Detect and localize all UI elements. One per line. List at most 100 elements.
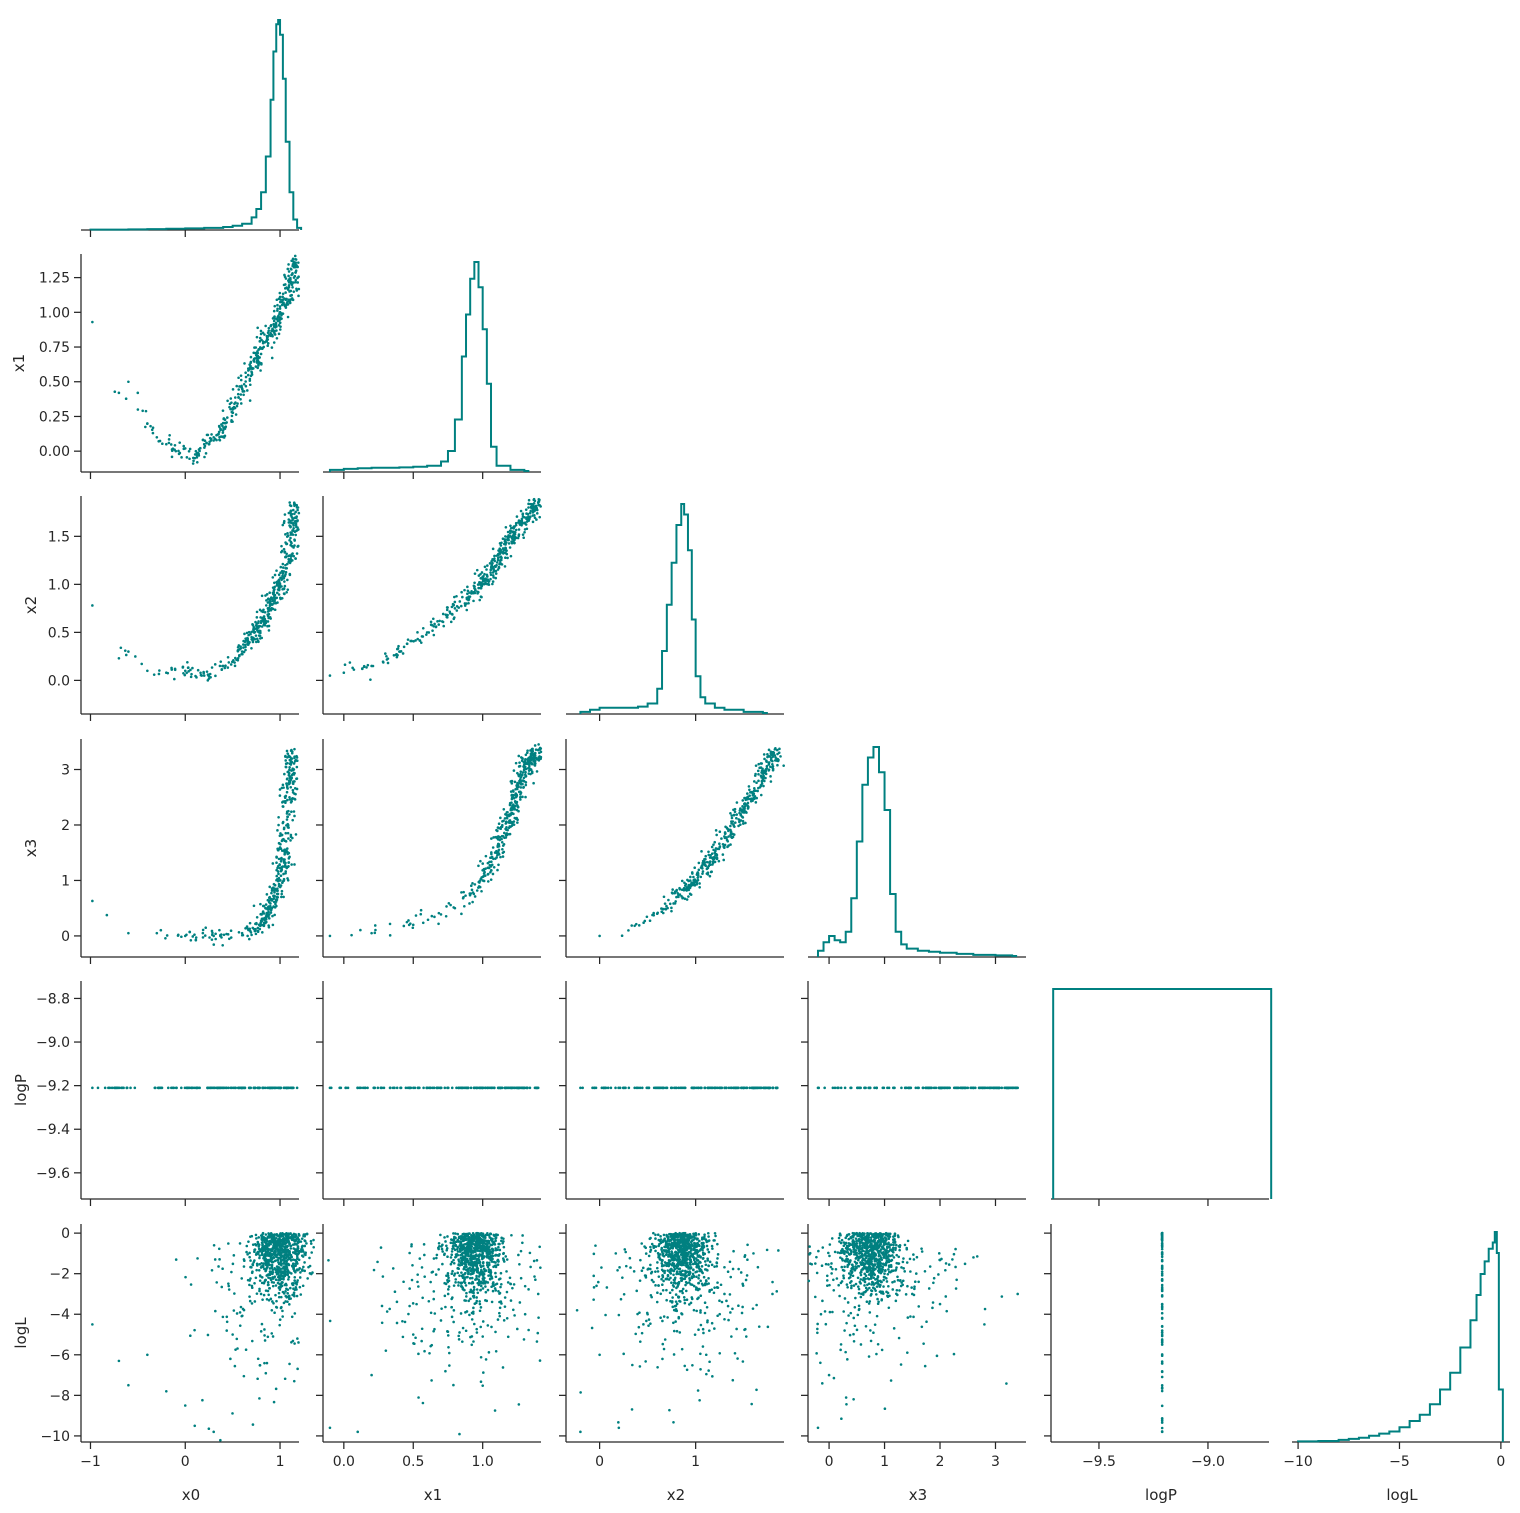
scatter-point <box>453 607 457 610</box>
scatter-point <box>497 822 501 826</box>
scatter-point <box>136 391 140 395</box>
scatter-point <box>412 1086 415 1090</box>
scatter-point <box>199 671 202 675</box>
scatter-point <box>277 848 280 852</box>
scatter-point <box>527 502 530 506</box>
scatter-point <box>270 1249 274 1253</box>
y-tick-label: −6 <box>49 1348 70 1364</box>
scatter-point <box>219 427 222 431</box>
scatter-point <box>694 879 697 882</box>
scatter-point <box>598 934 601 938</box>
scatter-point <box>467 598 471 601</box>
scatter-point <box>269 607 273 611</box>
y-tick-label: 0 <box>61 929 70 945</box>
scatter-point <box>480 571 484 574</box>
scatter-point <box>221 1086 225 1090</box>
scatter-point <box>249 374 253 378</box>
scatter-point <box>273 883 277 887</box>
scatter-point <box>723 835 726 838</box>
scatter-point <box>771 751 775 755</box>
scatter-point <box>456 1271 460 1275</box>
scatter-point <box>490 559 493 563</box>
scatter-point <box>263 916 267 920</box>
scatter-point <box>110 1086 114 1090</box>
scatter-point <box>711 857 715 861</box>
scatter-point <box>240 387 244 390</box>
scatter-point <box>195 676 198 679</box>
scatter-point <box>141 409 144 413</box>
scatter-point <box>192 459 195 463</box>
scatter-point <box>146 422 149 425</box>
scatter-point <box>457 1281 460 1284</box>
scatter-point <box>309 1242 313 1245</box>
scatter-point <box>457 1284 460 1287</box>
y-tick-label: 1.25 <box>39 271 70 287</box>
scatter-point <box>297 1258 301 1262</box>
scatter-point <box>868 1086 872 1090</box>
scatter-point <box>486 582 490 585</box>
scatter-point <box>713 840 717 844</box>
scatter-point <box>271 317 275 320</box>
scatter-point <box>277 573 281 577</box>
scatter-point <box>183 934 187 938</box>
scatter-point <box>738 811 741 815</box>
scatter-point <box>518 795 522 799</box>
scatter-point <box>292 1238 295 1242</box>
scatter-point <box>232 405 236 409</box>
scatter-point <box>287 1086 290 1090</box>
scatter-point <box>402 924 406 928</box>
scatter-point <box>668 902 672 906</box>
scatter-point <box>280 1274 284 1278</box>
scatter-point <box>510 1086 514 1090</box>
scatter-point <box>776 757 780 761</box>
scatter-point <box>455 609 459 612</box>
scatter-point <box>499 548 503 552</box>
scatter-point <box>688 879 692 882</box>
scatter-point <box>517 528 521 531</box>
scatter-point <box>774 747 777 750</box>
scatter-point <box>287 285 291 289</box>
scatter-point <box>373 931 377 935</box>
scatter-point <box>191 666 194 670</box>
scatter-point <box>503 831 506 835</box>
scatter-point <box>280 597 284 600</box>
scatter-point <box>286 300 289 303</box>
scatter-point <box>278 318 282 321</box>
scatter-point <box>503 542 506 546</box>
scatter-point <box>670 1086 674 1090</box>
scatter-point <box>527 506 530 509</box>
scatter-point <box>242 1308 246 1312</box>
scatter-point <box>290 1236 294 1239</box>
scatter-point <box>244 384 248 388</box>
scatter-point <box>501 847 504 851</box>
scatter-point <box>488 860 491 864</box>
scatter-point <box>471 891 475 894</box>
scatter-point <box>159 1086 163 1090</box>
scatter-point <box>203 934 207 937</box>
scatter-point <box>258 339 262 343</box>
scatter-point <box>284 1238 287 1242</box>
scatter-point <box>268 604 272 608</box>
scatter-point <box>212 934 215 938</box>
scatter-point <box>215 1086 219 1090</box>
scatter-point <box>735 801 739 804</box>
scatter-point <box>208 936 211 939</box>
scatter-point <box>288 775 292 778</box>
scatter-point <box>739 1086 743 1090</box>
scatter-point <box>439 913 443 916</box>
scatter-point <box>293 771 296 775</box>
scatter-point <box>245 389 249 392</box>
scatter-point <box>279 325 282 328</box>
scatter-point <box>260 1241 264 1244</box>
scatter-point <box>489 856 493 860</box>
scatter-point <box>283 848 287 851</box>
scatter-point <box>263 1267 266 1271</box>
scatter-point <box>732 813 736 817</box>
scatter-point <box>937 1086 941 1090</box>
scatter-point <box>272 1256 275 1259</box>
scatter-point <box>178 441 182 444</box>
scatter-point <box>287 754 291 758</box>
scatter-point <box>124 397 128 401</box>
y-tick-label: 0.00 <box>39 444 70 460</box>
scatter-point <box>244 1348 248 1352</box>
